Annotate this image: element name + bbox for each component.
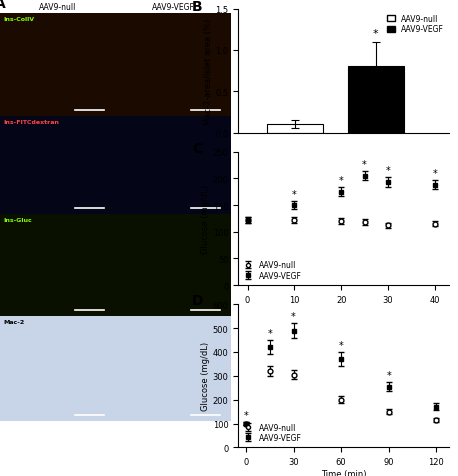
Text: *: *: [267, 328, 272, 338]
Text: *: *: [339, 340, 344, 350]
Text: *: *: [386, 165, 390, 175]
Text: *: *: [292, 189, 297, 199]
Text: Ins-Gluc: Ins-Gluc: [4, 217, 32, 222]
Text: A: A: [0, 0, 6, 11]
Legend: AAV9-null, AAV9-VEGF: AAV9-null, AAV9-VEGF: [242, 259, 303, 282]
Text: D: D: [192, 293, 203, 307]
X-axis label: Time (min): Time (min): [321, 469, 366, 476]
Text: *: *: [373, 29, 379, 39]
Bar: [267, 125, 323, 133]
Text: *: *: [291, 312, 296, 322]
Text: C: C: [192, 142, 202, 156]
Y-axis label: Glucose (mg/dL): Glucose (mg/dL): [201, 342, 210, 410]
Legend: AAV9-null, AAV9-VEGF: AAV9-null, AAV9-VEGF: [242, 421, 303, 444]
Text: Ins-CollV: Ins-CollV: [4, 17, 35, 22]
Text: *: *: [432, 169, 437, 179]
Text: B: B: [192, 0, 202, 14]
Bar: [348, 67, 404, 133]
Text: *: *: [386, 370, 391, 380]
Y-axis label: Mac-2-area/islet area (%): Mac-2-area/islet area (%): [203, 19, 213, 124]
Text: *: *: [362, 160, 367, 170]
Text: *: *: [339, 176, 344, 186]
Y-axis label: Glucose (mg/dL): Glucose (mg/dL): [201, 185, 210, 253]
Text: AAV9-VEGF: AAV9-VEGF: [152, 3, 195, 11]
Text: AAV9-null: AAV9-null: [39, 3, 76, 11]
Text: Mac-2: Mac-2: [4, 320, 25, 325]
Text: Ins-FITCdextran: Ins-FITCdextran: [4, 119, 60, 125]
X-axis label: Time (days): Time (days): [319, 307, 368, 316]
Text: *: *: [244, 411, 248, 421]
Legend: AAV9-null, AAV9-VEGF: AAV9-null, AAV9-VEGF: [385, 13, 445, 36]
